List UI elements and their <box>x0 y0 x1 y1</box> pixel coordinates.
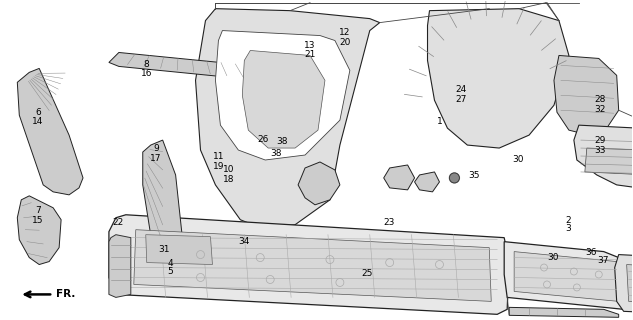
Text: 17: 17 <box>150 154 161 163</box>
Text: 9: 9 <box>153 144 159 153</box>
Text: 21: 21 <box>304 50 316 59</box>
Text: FR.: FR. <box>56 289 75 300</box>
Polygon shape <box>415 172 439 192</box>
Text: 20: 20 <box>339 38 351 47</box>
Text: 4: 4 <box>168 259 173 268</box>
Text: 27: 27 <box>456 95 467 104</box>
Polygon shape <box>143 140 182 255</box>
Text: 25: 25 <box>361 268 373 278</box>
Text: 16: 16 <box>141 69 152 78</box>
Text: 6: 6 <box>35 108 41 117</box>
Polygon shape <box>109 235 131 297</box>
Polygon shape <box>585 148 633 175</box>
Polygon shape <box>17 196 61 265</box>
Text: 24: 24 <box>456 85 467 94</box>
Text: 31: 31 <box>158 245 170 254</box>
Polygon shape <box>574 125 633 188</box>
Text: 30: 30 <box>513 156 524 164</box>
Text: 10: 10 <box>223 165 234 174</box>
Text: 14: 14 <box>32 117 44 126</box>
Text: 22: 22 <box>112 218 123 227</box>
Polygon shape <box>109 215 509 314</box>
Polygon shape <box>17 68 83 195</box>
Text: 34: 34 <box>239 237 249 246</box>
Polygon shape <box>196 9 380 228</box>
Text: 26: 26 <box>257 135 268 144</box>
Text: 13: 13 <box>304 41 316 50</box>
Polygon shape <box>215 31 350 160</box>
Text: 8: 8 <box>144 60 149 69</box>
Polygon shape <box>109 52 295 88</box>
Text: 37: 37 <box>598 256 609 265</box>
Text: 23: 23 <box>384 218 394 227</box>
Text: 35: 35 <box>468 172 480 180</box>
Polygon shape <box>615 255 633 314</box>
Text: 19: 19 <box>213 162 225 171</box>
Text: 18: 18 <box>223 175 234 184</box>
Text: 32: 32 <box>594 105 606 114</box>
Polygon shape <box>509 307 618 317</box>
Text: 38: 38 <box>270 149 281 158</box>
Text: 36: 36 <box>585 248 596 257</box>
Text: 15: 15 <box>32 216 44 225</box>
Text: 28: 28 <box>594 95 606 104</box>
Polygon shape <box>427 9 569 148</box>
Polygon shape <box>554 55 618 135</box>
Text: 5: 5 <box>167 267 173 276</box>
Text: 11: 11 <box>213 152 225 161</box>
Text: 33: 33 <box>594 146 606 155</box>
Text: 12: 12 <box>339 28 351 37</box>
Polygon shape <box>146 235 213 265</box>
Text: 7: 7 <box>35 206 41 215</box>
Text: 2: 2 <box>566 216 572 225</box>
Text: 1: 1 <box>437 117 442 126</box>
Text: 38: 38 <box>276 137 287 146</box>
Polygon shape <box>298 162 340 205</box>
Text: 30: 30 <box>547 253 558 262</box>
Polygon shape <box>384 165 415 190</box>
Text: 29: 29 <box>594 136 606 145</box>
Polygon shape <box>514 252 618 301</box>
Circle shape <box>449 173 460 183</box>
Polygon shape <box>134 230 491 301</box>
Polygon shape <box>504 242 629 309</box>
Polygon shape <box>627 265 633 304</box>
Polygon shape <box>242 51 325 148</box>
Text: 3: 3 <box>566 224 572 233</box>
